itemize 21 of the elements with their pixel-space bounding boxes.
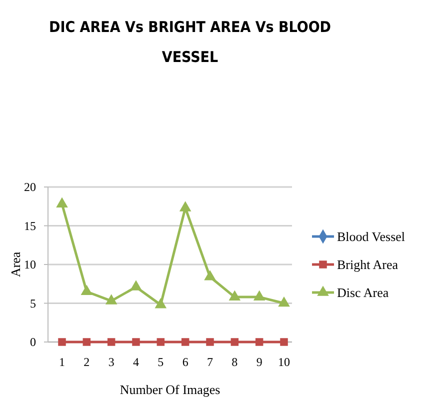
x-tick-label: 3 [108, 355, 114, 369]
x-tick-label: 1 [59, 355, 65, 369]
y-tick-label: 15 [24, 218, 36, 233]
y-tick-label: 10 [24, 258, 36, 272]
x-tick-label: 6 [182, 355, 188, 369]
y-tick-label: 0 [30, 335, 36, 350]
legend-label: Blood Vessel [337, 229, 406, 244]
x-tick-label: 8 [232, 355, 238, 369]
y-axis-title: Area [8, 252, 23, 278]
y-tick-label: 5 [30, 296, 36, 310]
x-tick-label: 5 [158, 355, 164, 369]
y-tick-label: 20 [24, 180, 36, 194]
x-tick-label: 7 [207, 355, 213, 369]
x-tick-label: 2 [84, 355, 90, 369]
x-tick-label: 9 [256, 355, 262, 369]
x-tick-label: 10 [278, 355, 290, 369]
chart-title: DIC AREA Vs BRIGHT AREA Vs BLOOD VESSEL [48, 18, 332, 66]
legend-label: Bright Area [337, 257, 398, 272]
x-tick-label: 4 [133, 355, 139, 369]
x-axis-title: Number Of Images [120, 382, 220, 397]
legend-label: Disc Area [337, 285, 389, 300]
